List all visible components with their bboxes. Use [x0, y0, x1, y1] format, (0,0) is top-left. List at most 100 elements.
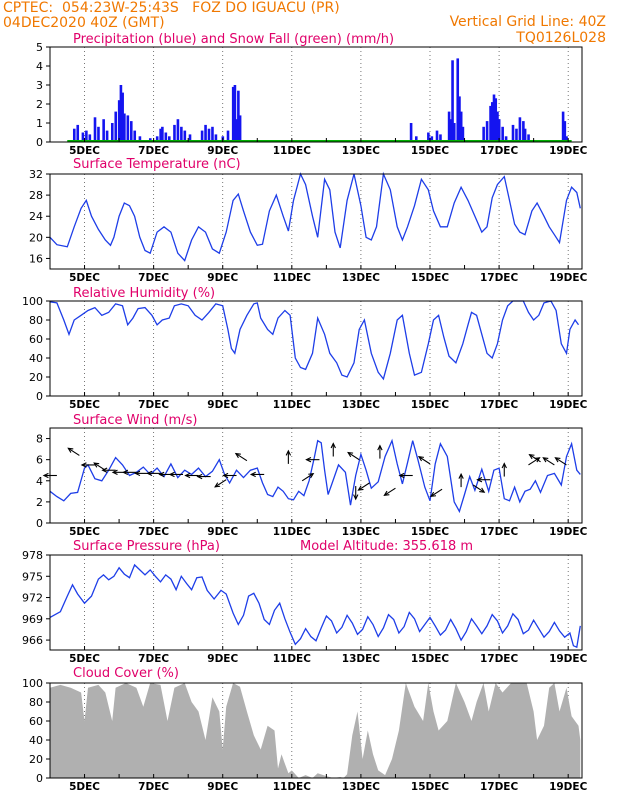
- panel-precip: 0 1 2 3 4 5 5DEC 7DEC 9DEC 11DEC 13DEC 15DEC 17DEC 19…: [36, 32, 588, 157]
- y-tick-label: 16: [29, 252, 43, 265]
- wind-arrowhead: [122, 469, 129, 476]
- precip-bar: [164, 132, 168, 142]
- precip-bar: [456, 58, 460, 142]
- precip-bar: [565, 136, 568, 142]
- wind-arrowhead: [42, 472, 49, 479]
- y-tick-label: 80: [29, 314, 43, 327]
- precip-bar: [183, 130, 187, 142]
- y-tick-label: 40: [29, 352, 43, 365]
- precip-bar: [427, 132, 430, 142]
- panel-title: Surface Temperature (nC): [73, 157, 241, 172]
- wind-vector: [93, 462, 106, 471]
- rh-line: [49, 300, 580, 381]
- wind-arrowhead: [528, 453, 535, 460]
- y-tick-label: 0: [36, 517, 43, 530]
- y-tick-label: 60: [29, 333, 43, 346]
- x-tick-label: 11DEC: [273, 653, 312, 665]
- wind-arrowhead: [554, 457, 561, 463]
- y-tick-label: 2: [36, 98, 43, 111]
- y-tick-label: 6: [36, 454, 43, 467]
- precip-bar: [235, 119, 238, 142]
- precip-bar: [501, 126, 504, 142]
- wind-vector: [301, 473, 314, 482]
- y-tick-label: 0: [36, 772, 43, 785]
- precip-bar: [452, 123, 456, 142]
- precip-bar: [515, 128, 518, 142]
- wind-arrowhead: [67, 447, 74, 453]
- precip-bar: [494, 98, 498, 142]
- x-tick-label: 5DEC: [69, 653, 100, 665]
- wind-arrowhead: [80, 462, 87, 468]
- x-tick-label: 17DEC: [480, 145, 519, 157]
- precip-bar: [126, 115, 130, 142]
- x-tick-label: 7DEC: [138, 399, 169, 411]
- y-tick-label: 972: [22, 592, 43, 605]
- wind-arrowhead: [479, 487, 486, 493]
- precip-bar: [485, 121, 489, 142]
- x-tick-label: 9DEC: [207, 781, 238, 793]
- y-tick-label: 60: [29, 715, 43, 728]
- precip-bar: [461, 126, 465, 142]
- wind-arrowhead: [249, 471, 256, 478]
- x-tick-label: 15DEC: [411, 272, 450, 284]
- precip-bar: [114, 111, 118, 142]
- wind-arrowhead: [111, 469, 118, 476]
- x-tick-label: 9DEC: [207, 399, 238, 411]
- wind-arrowhead: [146, 470, 153, 477]
- precip-bar: [238, 115, 242, 142]
- wind-arrowhead: [168, 471, 175, 478]
- precip-bar: [102, 119, 105, 142]
- x-tick-label: 7DEC: [138, 272, 169, 284]
- precip-bar: [105, 130, 109, 142]
- precip-bar: [504, 136, 508, 142]
- x-tick-label: 11DEC: [273, 145, 312, 157]
- x-tick-label: 13DEC: [342, 399, 381, 411]
- cloud-area: [50, 683, 581, 778]
- wind-arrowhead: [158, 471, 165, 478]
- wind-vector: [430, 488, 443, 497]
- panel-cloud: 0 20 40 60 80 100 5DEC 7DEC 9DEC 11DEC 13DEC 15DEC 1…: [22, 666, 588, 793]
- precip-bar: [76, 124, 80, 142]
- wind-line: [49, 438, 581, 514]
- precip-bar: [435, 130, 439, 142]
- x-tick-label: 7DEC: [138, 653, 169, 665]
- panel-wind: 0 2 4 6 8 5DEC 7DEC 9DEC 11DEC 13DEC 15DEC 17DEC 19D…: [36, 413, 588, 538]
- x-tick-label: 15DEC: [411, 145, 450, 157]
- x-tick-label: 9DEC: [207, 653, 238, 665]
- precip-bar: [159, 128, 162, 142]
- wind-arrowhead: [184, 472, 191, 479]
- y-tick-label: 20: [29, 753, 43, 766]
- precip-bar: [97, 126, 100, 142]
- wind-arrowhead: [305, 456, 312, 463]
- precip-bar: [121, 92, 124, 142]
- panel-frame: [49, 427, 583, 524]
- precip-bar: [409, 123, 413, 142]
- y-tick-label: 100: [22, 295, 43, 308]
- x-tick-label: 11DEC: [273, 272, 312, 284]
- precip-bar: [119, 85, 123, 142]
- y-tick-label: 978: [22, 549, 43, 562]
- x-tick-label: 9DEC: [207, 272, 238, 284]
- precip-bar: [447, 111, 451, 142]
- wind-arrowhead: [234, 452, 241, 459]
- precip-bar: [492, 94, 496, 142]
- x-tick-label: 17DEC: [480, 272, 519, 284]
- precip-bar: [237, 90, 240, 142]
- x-tick-label: 19DEC: [549, 272, 588, 284]
- wind-arrowhead: [357, 485, 364, 491]
- x-tick-label: 11DEC: [273, 526, 312, 538]
- y-tick-label: 40: [29, 734, 43, 747]
- temp-line: [49, 171, 581, 262]
- wind-vector: [528, 457, 540, 466]
- x-tick-label: 15DEC: [411, 526, 450, 538]
- precip-bar: [561, 111, 565, 142]
- precip-bar: [439, 134, 442, 142]
- model-altitude: Model Altitude: 355.618 m: [300, 539, 473, 554]
- panel-frame: [49, 554, 583, 651]
- wind-vector: [384, 487, 396, 496]
- wind-arrowhead: [134, 470, 141, 477]
- precip-bar: [497, 119, 501, 142]
- precip-bar: [449, 119, 453, 142]
- run-date: 04DEC2020 40Z (GMT): [3, 15, 165, 31]
- precip-bar: [430, 136, 434, 142]
